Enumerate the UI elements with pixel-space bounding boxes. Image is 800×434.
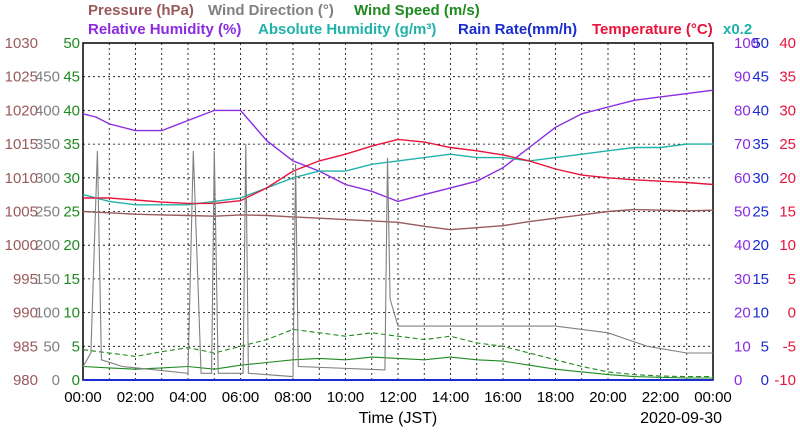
- x-tick-label: 22:00: [642, 389, 680, 406]
- grid-lines: [83, 43, 713, 380]
- temperature-tick-label: 20: [779, 170, 796, 187]
- wind-direction-tick-label: 400: [35, 102, 60, 119]
- x-tick-label: 16:00: [484, 389, 522, 406]
- legend-wind-speed: Wind Speed (m/s): [354, 2, 480, 19]
- temperature-tick-label: 40: [779, 35, 796, 52]
- rain-tick-label: 50: [752, 35, 769, 52]
- wind-direction-tick-label: 100: [35, 305, 60, 322]
- x-tick-label: 18:00: [537, 389, 575, 406]
- tick-labels: 1030102510201015101010051000995990985980…: [5, 35, 796, 406]
- series-temperature-c-line: [83, 138, 714, 205]
- x-tick-label: 04:00: [169, 389, 207, 406]
- wind-speed-tick-label: 45: [63, 69, 80, 86]
- humidity-tick-label: 30: [734, 271, 751, 288]
- temperature-tick-label: 5: [788, 271, 796, 288]
- pressure-tick-label: 1000: [5, 237, 38, 254]
- humidity-tick-label: 100: [734, 35, 759, 52]
- series-wind-direction-line: [82, 144, 713, 378]
- temperature-tick-label: -10: [774, 372, 796, 389]
- rain-tick-label: 30: [752, 170, 769, 187]
- wind-speed-tick-label: 5: [72, 338, 80, 355]
- wind-speed-tick-label: 10: [63, 305, 80, 322]
- x-tick-label: 08:00: [274, 389, 312, 406]
- pressure-tick-label: 1005: [5, 204, 38, 221]
- pressure-tick-label: 985: [13, 338, 38, 355]
- legend-wind-direction: Wind Direction (°): [208, 2, 334, 19]
- legend-relative-humidity: Relative Humidity (%): [88, 21, 241, 38]
- rain-tick-label: 5: [761, 338, 769, 355]
- wind-speed-tick-label: 15: [63, 271, 80, 288]
- rain-tick-label: 45: [752, 69, 769, 86]
- rain-tick-label: 15: [752, 271, 769, 288]
- pressure-tick-label: 1020: [5, 102, 38, 119]
- wind-speed-tick-label: 25: [63, 204, 80, 221]
- wind-direction-tick-label: 200: [35, 237, 60, 254]
- wind-direction-tick-label: 150: [35, 271, 60, 288]
- humidity-tick-label: 90: [734, 69, 751, 86]
- rain-tick-label: 0: [761, 372, 769, 389]
- legend-pressure: Pressure (hPa): [88, 2, 194, 19]
- wind-speed-tick-label: 30: [63, 170, 80, 187]
- pressure-tick-label: 1010: [5, 170, 38, 187]
- series-wind-speed-gust-m-s-line: [82, 328, 713, 378]
- x-tick-label: 02:00: [117, 389, 155, 406]
- rain-tick-label: 40: [752, 102, 769, 119]
- rain-tick-label: 35: [752, 136, 769, 153]
- wind-direction-tick-label: 50: [43, 338, 60, 355]
- wind-speed-tick-label: 0: [72, 372, 80, 389]
- x-tick-label: 06:00: [222, 389, 260, 406]
- rain-tick-label: 20: [752, 237, 769, 254]
- temperature-tick-label: 35: [779, 69, 796, 86]
- series-lines: [82, 89, 714, 381]
- series-relative-humidity-line: [82, 89, 714, 203]
- pressure-tick-label: 990: [13, 305, 38, 322]
- temperature-tick-label: 10: [779, 237, 796, 254]
- pressure-tick-label: 980: [13, 372, 38, 389]
- humidity-tick-label: 70: [734, 136, 751, 153]
- temperature-tick-label: 30: [779, 102, 796, 119]
- humidity-tick-label: 50: [734, 204, 751, 221]
- humidity-tick-label: 20: [734, 305, 751, 322]
- legend-multiplier: x0.2: [723, 21, 752, 38]
- legend-rain-rate: Rain Rate(mm/h): [458, 21, 577, 38]
- humidity-tick-label: 40: [734, 237, 751, 254]
- wind-speed-tick-label: 35: [63, 136, 80, 153]
- series-absolute-humidity-g-m-x0-2-line: [82, 143, 713, 206]
- x-tick-label: 00:00: [64, 389, 102, 406]
- pressure-tick-label: 1015: [5, 136, 38, 153]
- humidity-tick-label: 80: [734, 102, 751, 119]
- temperature-tick-label: 15: [779, 204, 796, 221]
- wind-direction-tick-label: 250: [35, 204, 60, 221]
- wind-speed-tick-label: 50: [63, 35, 80, 52]
- temperature-tick-label: 25: [779, 136, 796, 153]
- wind-direction-tick-label: 350: [35, 136, 60, 153]
- pressure-tick-label: 1025: [5, 69, 38, 86]
- x-axis-label: Time (JST): [359, 410, 438, 427]
- wind-speed-tick-label: 20: [63, 237, 80, 254]
- rain-tick-label: 25: [752, 204, 769, 221]
- temperature-tick-label: 0: [788, 305, 796, 322]
- pressure-tick-label: 1030: [5, 35, 38, 52]
- rain-tick-label: 10: [752, 305, 769, 322]
- humidity-tick-label: 60: [734, 170, 751, 187]
- humidity-tick-label: 0: [734, 372, 742, 389]
- x-tick-label: 12:00: [379, 389, 417, 406]
- legend-absolute-humidity: Absolute Humidity (g/m³): [258, 21, 436, 38]
- pressure-tick-label: 995: [13, 271, 38, 288]
- wind-direction-tick-label: 0: [52, 372, 60, 389]
- temperature-tick-label: -5: [783, 338, 796, 355]
- x-tick-label: 00:00: [694, 389, 732, 406]
- wind-direction-tick-label: 300: [35, 170, 60, 187]
- series-pressure-hpa-line: [82, 208, 714, 231]
- humidity-tick-label: 10: [734, 338, 751, 355]
- wind-speed-tick-label: 40: [63, 102, 80, 119]
- date-label: 2020-09-30: [640, 410, 722, 427]
- legend-temperature: Temperature (°C): [592, 21, 713, 38]
- x-tick-label: 20:00: [589, 389, 627, 406]
- x-tick-label: 14:00: [432, 389, 470, 406]
- x-tick-label: 10:00: [327, 389, 365, 406]
- wind-direction-tick-label: 450: [35, 69, 60, 86]
